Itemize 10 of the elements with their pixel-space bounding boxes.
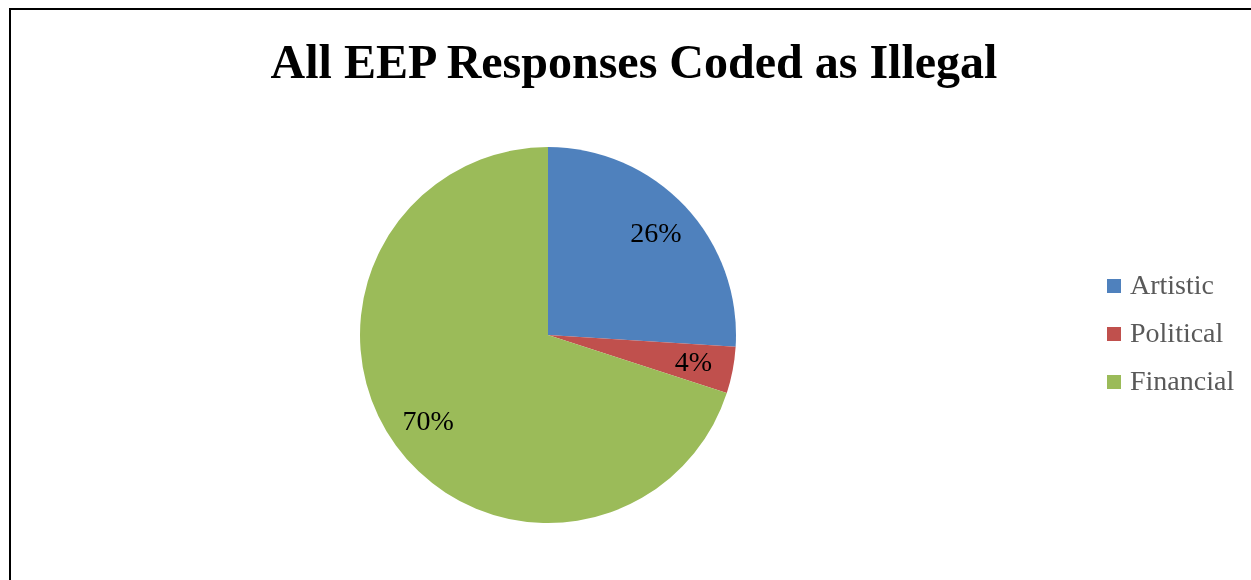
pie-slice (360, 147, 727, 523)
data-label: 26% (630, 216, 682, 248)
chart-title: All EEP Responses Coded as Illegal (270, 35, 998, 88)
data-label: 4% (674, 345, 713, 377)
data-label: 70% (402, 404, 454, 436)
legend-label: Artistic (1130, 269, 1214, 300)
legend-label: Political (1130, 317, 1224, 348)
pie-slice (548, 147, 736, 347)
pie-slice (548, 335, 736, 394)
legend-label: Financial (1130, 365, 1235, 396)
